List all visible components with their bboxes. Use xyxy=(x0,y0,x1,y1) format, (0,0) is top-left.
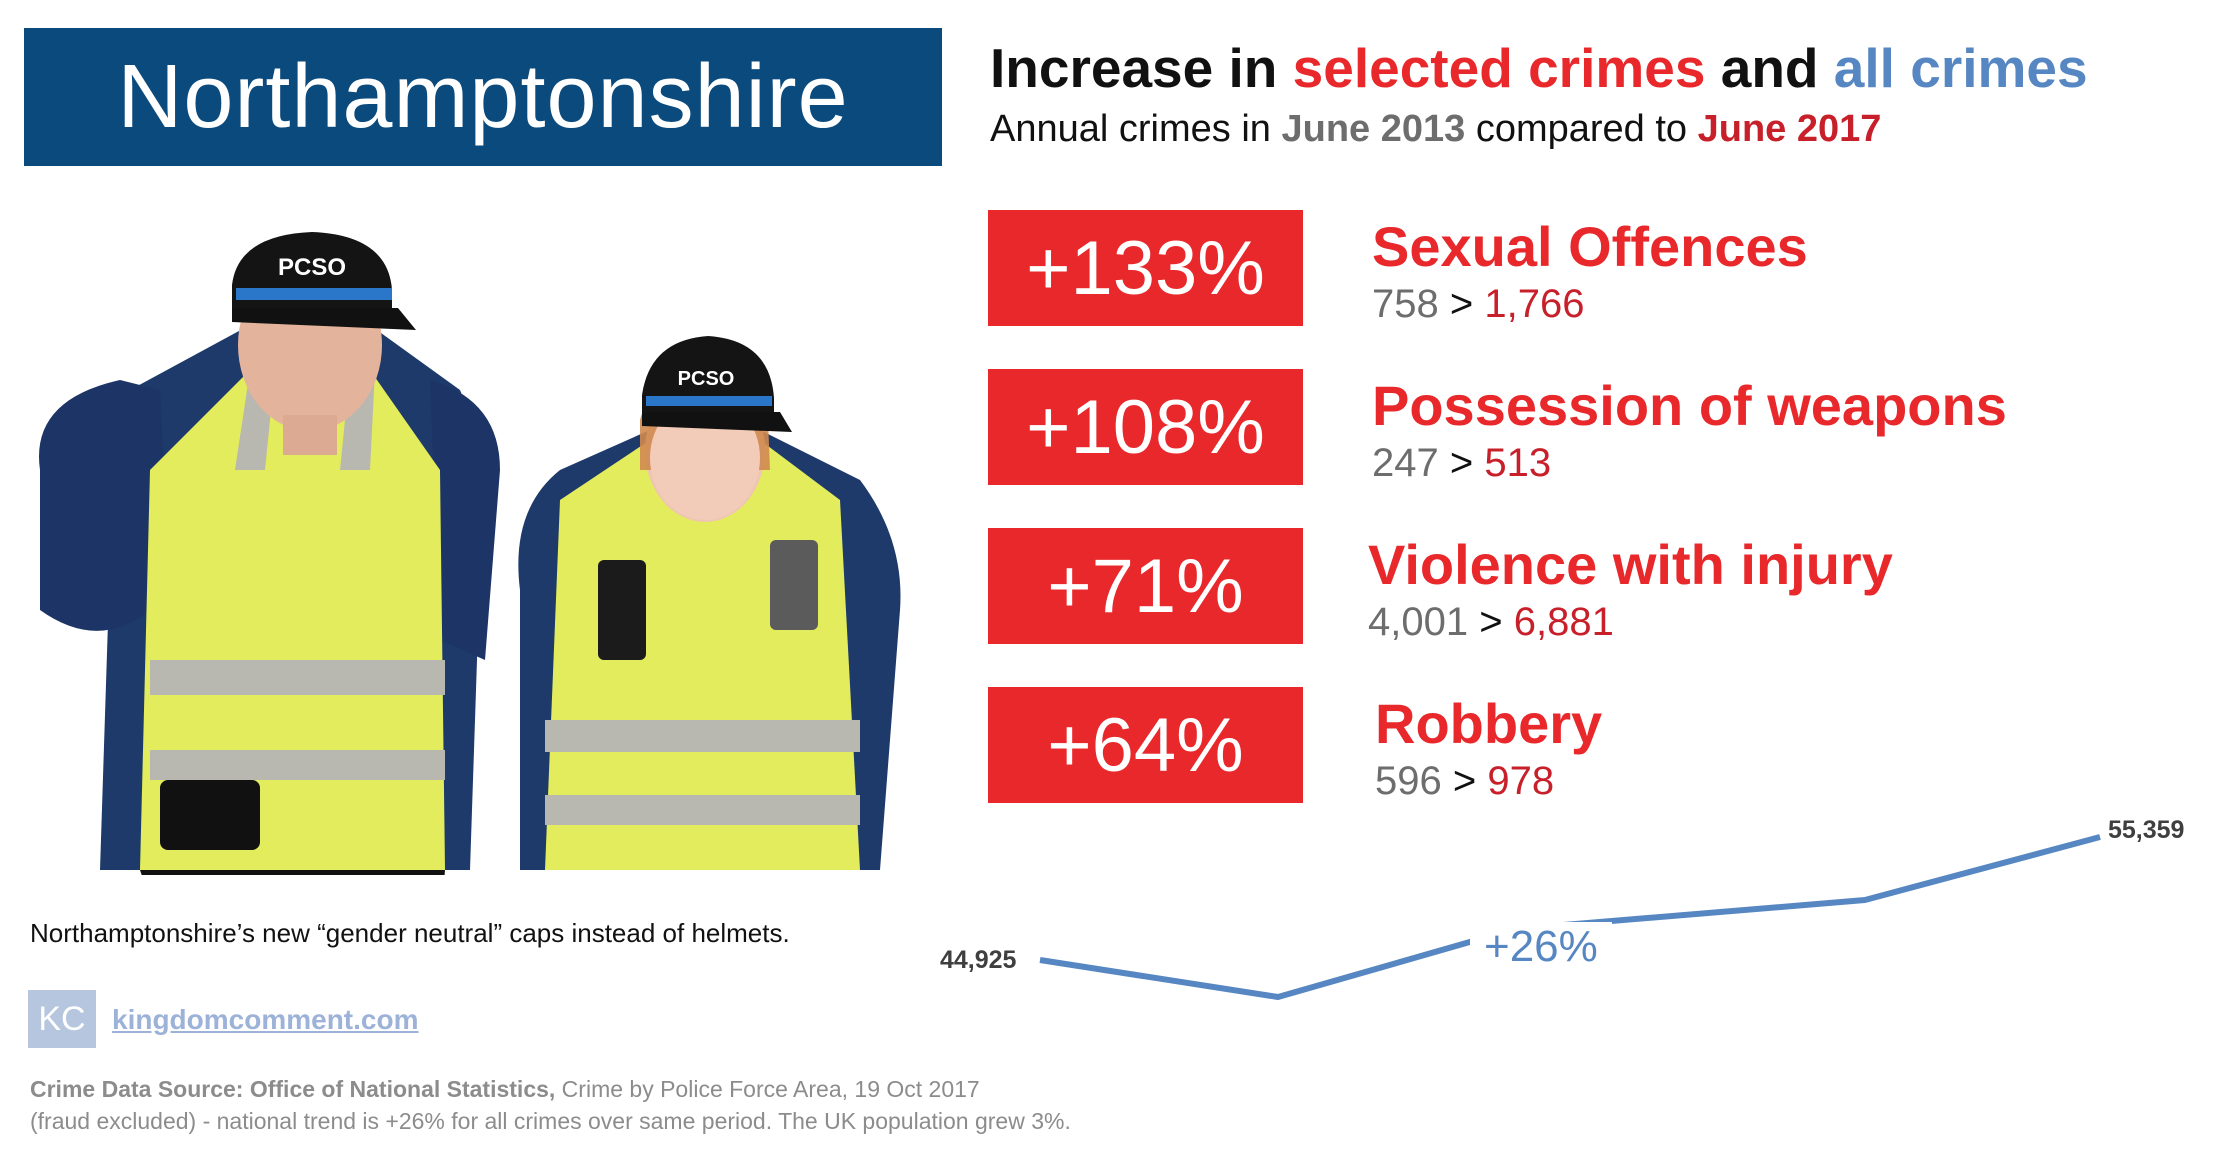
greater-than-symbol: > xyxy=(1449,282,1474,326)
headline-part-3: and xyxy=(1705,37,1834,99)
crime-name: Possession of weapons xyxy=(1372,374,2007,437)
photo-caption: Northamptonshire’s new “gender neutral” … xyxy=(30,918,790,948)
value-2017: 978 xyxy=(1487,759,1555,803)
value-2013: 596 xyxy=(1375,759,1442,803)
crime-row: +133% Sexual Offences 758 > 1,766 xyxy=(988,210,2188,328)
crime-row: +71% Violence with injury 4,001 > 6,881 xyxy=(988,528,2188,646)
title-banner: Northamptonshire xyxy=(24,28,942,166)
crime-row: +64% Robbery 596 > 978 xyxy=(988,687,2188,805)
percent-value: +133% xyxy=(1026,225,1265,311)
subhead-year-2013: June 2013 xyxy=(1281,108,1466,150)
value-2013: 4,001 xyxy=(1368,600,1469,644)
percent-box: +133% xyxy=(988,210,1303,326)
percent-box: +108% xyxy=(988,369,1303,485)
trend-start-label: 44,925 xyxy=(940,946,1017,974)
pcso-officers-photo: PCSO PCSO xyxy=(39,232,901,875)
kc-logo: KC xyxy=(28,990,96,1048)
value-2013: 758 xyxy=(1372,282,1439,326)
crime-values: 596 > 978 xyxy=(1375,759,1554,804)
value-2017: 513 xyxy=(1484,441,1552,485)
headline-part-1: Increase in xyxy=(990,37,1293,99)
cap-text-left: PCSO xyxy=(278,254,346,281)
crime-name: Violence with injury xyxy=(1368,533,1893,596)
trend-change-label: +26% xyxy=(1470,922,1612,972)
officer-left-figure: PCSO xyxy=(39,232,500,875)
percent-value: +71% xyxy=(1047,543,1244,629)
percent-box: +64% xyxy=(988,687,1303,803)
website-link[interactable]: kingdomcomment.com xyxy=(112,1004,419,1035)
greater-than-symbol: > xyxy=(1479,600,1503,644)
value-2017: 1,766 xyxy=(1484,282,1585,326)
percent-value: +108% xyxy=(1026,384,1265,470)
crime-values: 247 > 513 xyxy=(1372,441,1551,486)
trend-polyline xyxy=(1039,834,2101,1000)
subhead-part-3: compared to xyxy=(1465,108,1698,150)
value-2013: 247 xyxy=(1372,441,1439,485)
crime-values: 758 > 1,766 xyxy=(1372,282,1584,327)
source-line-1: Crime Data Source: Office of National St… xyxy=(30,1076,980,1103)
subheadline: Annual crimes in June 2013 compared to J… xyxy=(990,108,1881,151)
trend-end-label: 55,359 xyxy=(2108,816,2185,844)
source-rest: Crime by Police Force Area, 19 Oct 2017 xyxy=(555,1076,980,1102)
value-2017: 6,881 xyxy=(1513,600,1614,644)
page-title: Northamptonshire xyxy=(117,46,849,147)
source-bold: Crime Data Source: Office of National St… xyxy=(30,1076,556,1102)
kc-logo-text: KC xyxy=(38,999,86,1038)
subhead-year-2017: June 2017 xyxy=(1697,108,1882,150)
greater-than-symbol: > xyxy=(1449,441,1474,485)
percent-box: +71% xyxy=(988,528,1303,644)
cap-text-right: PCSO xyxy=(678,368,735,390)
officer-right-figure: PCSO xyxy=(518,336,901,870)
crime-name: Robbery xyxy=(1375,692,1603,755)
greater-than-symbol: > xyxy=(1452,759,1477,803)
headline-selected-crimes: selected crimes xyxy=(1292,37,1706,99)
source-line-2: (fraud excluded) - national trend is +26… xyxy=(30,1108,1071,1134)
headline: Increase in selected crimes and all crim… xyxy=(990,36,2088,100)
crime-row: +108% Possession of weapons 247 > 513 xyxy=(988,369,2188,487)
subhead-part-1: Annual crimes in xyxy=(990,108,1282,150)
percent-value: +64% xyxy=(1047,702,1244,788)
crime-name: Sexual Offences xyxy=(1372,215,1808,278)
crime-values: 4,001 > 6,881 xyxy=(1368,600,1614,645)
headline-all-crimes: all crimes xyxy=(1833,37,2088,99)
